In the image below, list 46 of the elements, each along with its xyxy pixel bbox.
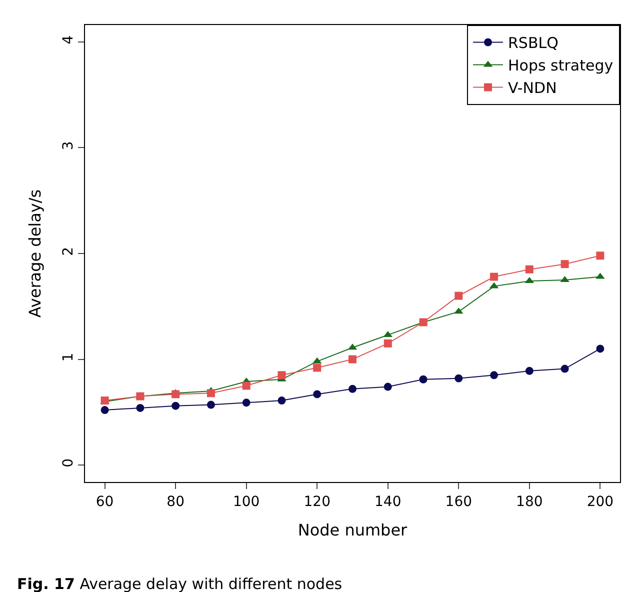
caption: Fig. 17 Average delay with different nodes [17, 575, 342, 592]
point [525, 366, 534, 375]
point [490, 272, 498, 281]
point [384, 382, 392, 391]
point [348, 384, 356, 393]
y-tick-label: 2 [60, 246, 76, 256]
point [242, 398, 250, 407]
legend-label: RSBLQ [508, 34, 558, 52]
y-tick-label: 1 [60, 352, 76, 362]
legend-label: Hops strategy [508, 56, 614, 75]
point [560, 364, 569, 373]
point [206, 400, 215, 409]
x-tick-label: 100 [232, 494, 260, 510]
legend-label: V-NDN [508, 79, 557, 98]
point [313, 364, 322, 372]
point [313, 390, 322, 398]
point [596, 344, 604, 353]
point [100, 406, 109, 414]
point [525, 265, 534, 274]
point [206, 389, 215, 398]
point [172, 390, 180, 398]
point [596, 252, 604, 260]
point [278, 396, 286, 405]
point [384, 339, 392, 348]
x-tick-label: 200 [586, 494, 614, 510]
x-axis-title: Node number [298, 520, 408, 540]
point [560, 260, 569, 268]
x-tick-label: 180 [516, 494, 543, 510]
point [242, 382, 250, 390]
point [348, 355, 356, 364]
point [454, 292, 463, 300]
x-tick-label: 120 [304, 494, 330, 510]
point [454, 374, 463, 382]
x-tick-label: 140 [374, 494, 402, 510]
point [490, 371, 498, 380]
point [136, 404, 144, 412]
y-tick-label: 3 [60, 141, 76, 150]
x-tick-label: 80 [166, 494, 184, 510]
y-axis-title: Average delay/s [25, 189, 44, 318]
x-tick-label: 160 [445, 494, 472, 510]
y-tick-label: 0 [60, 458, 76, 468]
point [172, 402, 180, 410]
point [419, 375, 428, 384]
point [278, 371, 286, 380]
x-tick-label: 60 [96, 494, 114, 510]
y-tick-label: 4 [60, 35, 76, 44]
